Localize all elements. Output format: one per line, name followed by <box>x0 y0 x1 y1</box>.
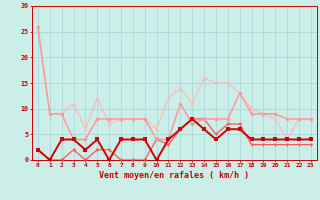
X-axis label: Vent moyen/en rafales ( km/h ): Vent moyen/en rafales ( km/h ) <box>100 171 249 180</box>
